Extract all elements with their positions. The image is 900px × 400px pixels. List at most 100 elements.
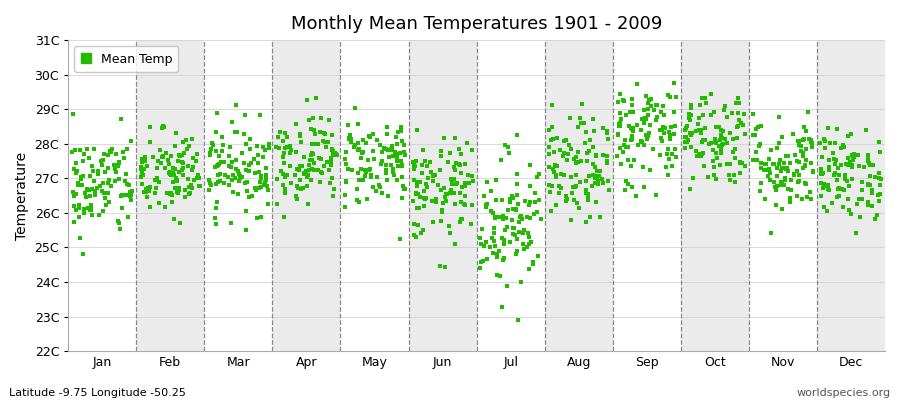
Point: [581, 197, 596, 204]
Point: [104, 149, 118, 156]
Point: [527, 211, 542, 217]
Point: [544, 188, 558, 195]
Point: [139, 186, 153, 192]
Point: [142, 184, 157, 190]
Point: [171, 158, 185, 164]
Point: [591, 172, 606, 179]
Point: [464, 221, 479, 227]
Point: [653, 126, 668, 133]
Point: [409, 190, 423, 197]
Point: [385, 147, 400, 153]
Point: [579, 219, 593, 226]
Point: [635, 164, 650, 170]
Point: [634, 139, 649, 145]
Point: [122, 193, 137, 200]
Point: [86, 168, 101, 174]
Point: [750, 157, 764, 163]
Point: [314, 168, 328, 175]
Point: [410, 183, 424, 189]
Point: [517, 246, 531, 252]
Point: [828, 169, 842, 176]
Point: [117, 155, 131, 161]
Point: [712, 123, 726, 130]
Bar: [136, 40, 204, 351]
Point: [355, 150, 369, 156]
Point: [863, 162, 878, 168]
Point: [406, 159, 420, 166]
Point: [135, 156, 149, 162]
Point: [649, 192, 663, 198]
Point: [387, 172, 401, 178]
Point: [519, 243, 534, 250]
Point: [418, 158, 433, 165]
Point: [230, 190, 245, 197]
Point: [356, 148, 371, 155]
Point: [109, 150, 123, 157]
Point: [345, 166, 359, 173]
Point: [490, 251, 504, 257]
Point: [293, 132, 308, 139]
Point: [517, 230, 531, 236]
Point: [398, 152, 412, 158]
Point: [487, 238, 501, 244]
Point: [308, 140, 322, 147]
Point: [656, 103, 670, 110]
Point: [223, 164, 238, 170]
Point: [159, 190, 174, 196]
Point: [473, 235, 488, 242]
Point: [315, 170, 329, 177]
Point: [325, 147, 339, 153]
Point: [662, 136, 677, 142]
Point: [244, 160, 258, 166]
Point: [182, 143, 196, 149]
Point: [350, 186, 365, 192]
Point: [322, 166, 337, 173]
Point: [485, 235, 500, 242]
Point: [714, 132, 728, 138]
Point: [101, 180, 115, 186]
Point: [163, 169, 177, 176]
Point: [497, 255, 511, 261]
Point: [358, 169, 373, 175]
Point: [790, 168, 805, 174]
Point: [389, 134, 403, 140]
Point: [836, 142, 850, 148]
Point: [573, 120, 588, 126]
Point: [571, 124, 585, 130]
Point: [118, 178, 132, 184]
Point: [182, 184, 196, 191]
Point: [339, 161, 354, 167]
Point: [211, 172, 225, 178]
Point: [823, 187, 837, 193]
Point: [758, 167, 772, 173]
Point: [667, 109, 681, 115]
Point: [163, 171, 177, 178]
Point: [374, 142, 388, 148]
Point: [789, 158, 804, 164]
Point: [708, 140, 723, 146]
Point: [460, 139, 474, 146]
Point: [629, 122, 643, 128]
Point: [795, 196, 809, 202]
Point: [149, 175, 164, 182]
Point: [828, 161, 842, 168]
Point: [234, 173, 248, 180]
Point: [314, 115, 328, 122]
Point: [326, 150, 340, 156]
Point: [830, 126, 844, 133]
Point: [462, 180, 476, 186]
Point: [261, 187, 275, 193]
Point: [137, 189, 151, 195]
Point: [148, 176, 162, 183]
Point: [101, 165, 115, 172]
Point: [225, 158, 239, 165]
Point: [613, 144, 627, 151]
Point: [166, 216, 181, 222]
Point: [238, 226, 253, 233]
Point: [443, 190, 457, 196]
Point: [223, 144, 238, 150]
Point: [855, 179, 869, 185]
Point: [781, 153, 796, 160]
Point: [108, 165, 122, 171]
Point: [842, 158, 857, 165]
